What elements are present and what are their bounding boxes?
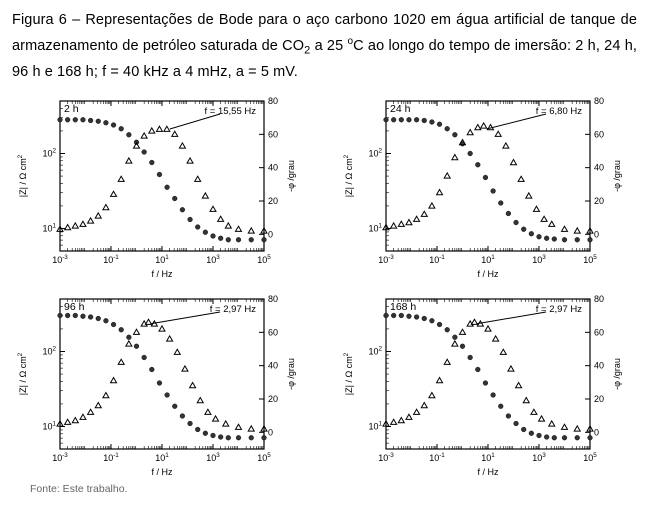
svg-text:80: 80 [268, 294, 278, 304]
svg-text:f = 15,55 Hz: f = 15,55 Hz [205, 106, 257, 117]
svg-text:10-3: 10-3 [52, 254, 68, 265]
svg-text:105: 105 [583, 254, 597, 265]
svg-text:10-1: 10-1 [103, 452, 119, 463]
svg-text:101: 101 [42, 420, 56, 431]
svg-text:f = 2,97 Hz: f = 2,97 Hz [210, 304, 256, 315]
caption-text-2: a 25 [310, 37, 347, 53]
svg-text:101: 101 [368, 420, 382, 431]
svg-text:20: 20 [268, 394, 278, 404]
svg-text:103: 103 [532, 452, 546, 463]
figure-6: Figura 6 – Representações de Bode para o… [0, 0, 649, 516]
svg-text:103: 103 [532, 254, 546, 265]
svg-text:f = 2,97 Hz: f = 2,97 Hz [535, 304, 581, 315]
svg-text:80: 80 [268, 96, 278, 106]
panel-24h: 10-3 10-1 101 103 105 101 102 0 20 40 60 80 f / Hz |Z… [338, 93, 628, 283]
svg-text:101: 101 [368, 222, 382, 233]
svg-text:40: 40 [594, 360, 604, 370]
figure-caption: Figura 6 – Representações de Bode para o… [12, 8, 637, 85]
svg-text:20: 20 [594, 196, 604, 206]
svg-text:-φ /grau: -φ /grau [286, 358, 296, 390]
svg-text:60: 60 [594, 327, 604, 337]
svg-text:|Z| / Ω cm2: |Z| / Ω cm2 [17, 352, 28, 395]
svg-text:0: 0 [594, 229, 599, 239]
svg-text:|Z| / Ω cm2: |Z| / Ω cm2 [17, 154, 28, 197]
panel-96h: 10-3 10-1 101 103 105 101 102 0 20 40 60 80 f / Hz |Z… [12, 291, 302, 481]
svg-text:102: 102 [42, 345, 56, 356]
svg-text:102: 102 [368, 345, 382, 356]
svg-text:168 h: 168 h [390, 301, 416, 313]
svg-text:10-3: 10-3 [52, 452, 68, 463]
svg-text:-φ /grau: -φ /grau [612, 160, 622, 192]
svg-text:105: 105 [257, 452, 271, 463]
svg-text:f / Hz: f / Hz [151, 467, 173, 477]
svg-text:40: 40 [268, 360, 278, 370]
svg-text:103: 103 [206, 452, 220, 463]
bode-grid: 10-3 10-1 101 103 105 101 102 0 20 40 60 80 f / Hz |Z… [12, 93, 637, 481]
svg-text:60: 60 [594, 129, 604, 139]
svg-text:103: 103 [206, 254, 220, 265]
svg-text:10-3: 10-3 [378, 452, 394, 463]
svg-text:f / Hz: f / Hz [477, 467, 499, 477]
svg-text:0: 0 [594, 427, 599, 437]
svg-text:10-1: 10-1 [103, 254, 119, 265]
svg-text:|Z| / Ω cm2: |Z| / Ω cm2 [343, 154, 354, 197]
svg-text:2 h: 2 h [64, 103, 79, 115]
svg-text:10-1: 10-1 [429, 254, 445, 265]
svg-text:20: 20 [268, 196, 278, 206]
svg-text:0: 0 [268, 427, 273, 437]
svg-text:20: 20 [594, 394, 604, 404]
svg-text:24 h: 24 h [390, 103, 411, 115]
svg-text:10-3: 10-3 [378, 254, 394, 265]
svg-text:40: 40 [268, 162, 278, 172]
svg-text:102: 102 [42, 147, 56, 158]
source-line: Fonte: Este trabalho. [30, 483, 637, 495]
svg-text:|Z| / Ω cm2: |Z| / Ω cm2 [343, 352, 354, 395]
svg-text:0: 0 [268, 229, 273, 239]
svg-text:f = 6,80 Hz: f = 6,80 Hz [535, 106, 581, 117]
svg-text:40: 40 [594, 162, 604, 172]
svg-text:101: 101 [481, 452, 495, 463]
svg-text:101: 101 [155, 254, 169, 265]
svg-text:80: 80 [594, 96, 604, 106]
svg-text:-φ /grau: -φ /grau [612, 358, 622, 390]
svg-text:105: 105 [257, 254, 271, 265]
svg-text:60: 60 [268, 129, 278, 139]
svg-text:10-1: 10-1 [429, 452, 445, 463]
svg-text:f / Hz: f / Hz [477, 269, 499, 279]
svg-text:102: 102 [368, 147, 382, 158]
svg-text:101: 101 [42, 222, 56, 233]
svg-text:101: 101 [481, 254, 495, 265]
svg-text:f / Hz: f / Hz [151, 269, 173, 279]
svg-text:80: 80 [594, 294, 604, 304]
svg-text:96 h: 96 h [64, 301, 85, 313]
svg-text:60: 60 [268, 327, 278, 337]
panel-168h: 10-3 10-1 101 103 105 101 102 0 20 40 60 80 f / Hz |Z… [338, 291, 628, 481]
svg-text:-φ /grau: -φ /grau [286, 160, 296, 192]
svg-text:101: 101 [155, 452, 169, 463]
panel-2h: 10-3 10-1 101 103 105 101 102 0 20 40 60 80 f / Hz |Z… [12, 93, 302, 283]
svg-text:105: 105 [583, 452, 597, 463]
